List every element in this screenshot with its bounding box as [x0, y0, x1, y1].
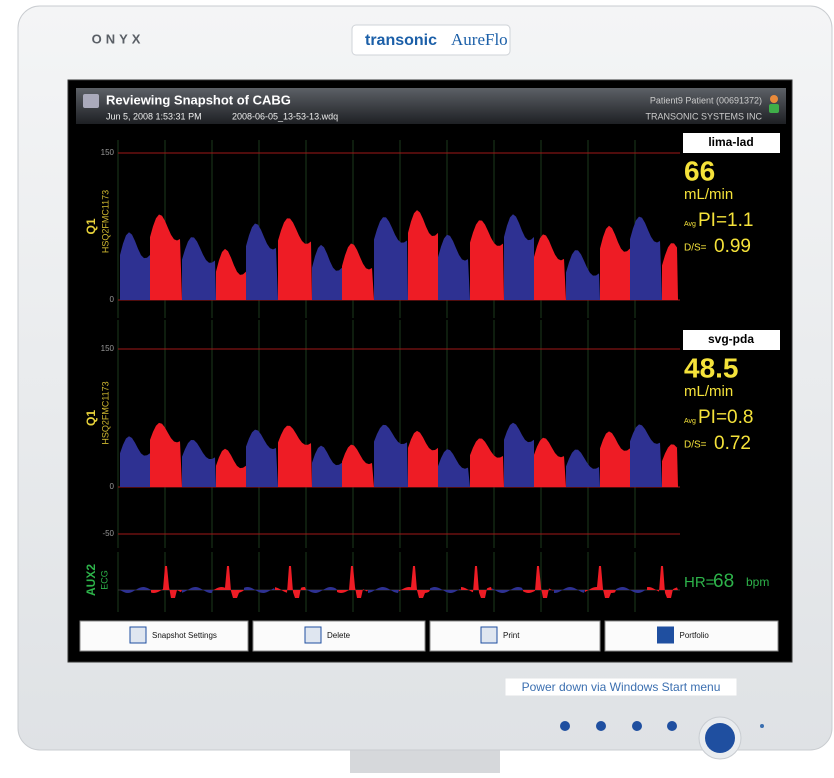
patient: Patient9 Patient (00691372) — [650, 95, 762, 105]
ds-label: D/S= — [684, 440, 707, 451]
axis-tick-label: 0 — [110, 482, 115, 491]
vessel-name: svg-pda — [708, 332, 754, 346]
logo: transonic — [365, 32, 437, 49]
control-dot[interactable] — [667, 721, 677, 731]
button-label[interactable]: Delete — [327, 631, 351, 640]
button-icon — [305, 627, 321, 643]
channel-label: Q1 — [84, 410, 98, 426]
body: ONYX transonic AureFlo Reviewing Snapsho… — [0, 0, 834, 773]
avg-label: Avg — [684, 418, 696, 425]
axis-tick-label: 150 — [101, 344, 115, 353]
company: TRANSONIC SYSTEMS INC — [645, 111, 762, 121]
page: AureFlo snapshot review {"brand": {"make… — [0, 0, 834, 773]
power-led — [760, 724, 764, 728]
hr-value: 68 — [713, 571, 734, 592]
button-icon — [481, 627, 497, 643]
button-label[interactable]: Portfolio — [680, 631, 710, 640]
button-label[interactable]: Print — [503, 631, 520, 640]
flow-value: 48.5 — [684, 352, 739, 383]
button-icon — [658, 627, 674, 643]
product: AureFlo — [451, 30, 508, 49]
flow-value: 66 — [684, 155, 715, 186]
ecg-label: AUX2 — [84, 564, 98, 596]
toolbar-button[interactable]: Snapshot Settings — [80, 621, 248, 651]
axis-tick-label: -50 — [102, 529, 114, 538]
hr-label: HR= — [684, 574, 715, 591]
toolbar-button[interactable]: Delete — [253, 621, 425, 651]
monitor: ONYX transonic AureFlo Reviewing Snapsho… — [0, 0, 834, 773]
control-dot[interactable] — [596, 721, 606, 731]
snapshot-icon — [83, 94, 99, 108]
axis-tick-label: 0 — [110, 295, 115, 304]
control-dot[interactable] — [632, 721, 642, 731]
patient-icon-body — [769, 104, 779, 113]
control-dot[interactable] — [560, 721, 570, 731]
file-name: 2008-06-05_13-53-13.wdq — [232, 111, 338, 121]
channel-label: Q1 — [84, 218, 98, 234]
ds-value: 0.99 — [714, 236, 751, 257]
ecg-sub: ECG — [99, 570, 109, 590]
power-button[interactable] — [705, 723, 735, 753]
maker: ONYX — [92, 31, 145, 46]
power-notice: Power down via Windows Start menu — [522, 680, 721, 694]
ds-value: 0.72 — [714, 433, 751, 454]
toolbar-button[interactable]: Print — [430, 621, 600, 651]
toolbar-button[interactable]: Portfolio — [605, 621, 778, 651]
flow-unit: mL/min — [684, 186, 733, 203]
avg-label: Avg — [684, 221, 696, 228]
vessel-name: lima-lad — [708, 135, 753, 149]
timestamp: Jun 5, 2008 1:53:31 PM — [106, 111, 202, 121]
hr-unit: bpm — [746, 575, 769, 589]
axis-tick-label: 150 — [101, 148, 115, 157]
ds-label: D/S= — [684, 243, 707, 254]
pulsatility-index: PI=0.8 — [698, 407, 753, 428]
flow-unit: mL/min — [684, 383, 733, 400]
pulsatility-index: PI=1.1 — [698, 210, 753, 231]
header-title: Reviewing Snapshot of CABG — [106, 92, 291, 107]
patient-icon — [770, 95, 778, 103]
button-icon — [130, 627, 146, 643]
button-label[interactable]: Snapshot Settings — [152, 631, 217, 640]
probe-id: HSQ2FMC1173 — [100, 381, 110, 444]
probe-id: HSQ2FMC1173 — [100, 190, 110, 253]
